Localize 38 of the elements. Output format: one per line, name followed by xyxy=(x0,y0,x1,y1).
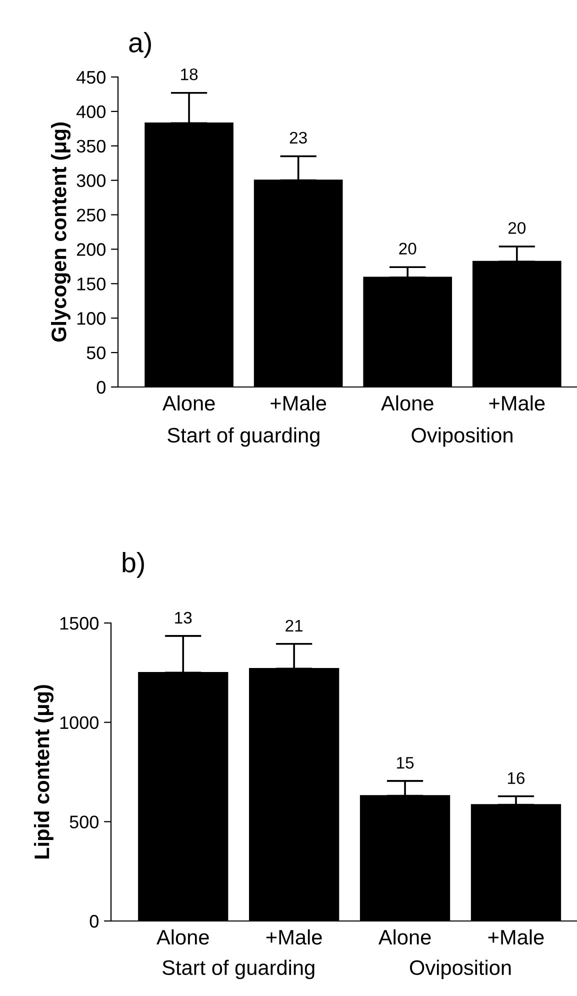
x-tick-label: +Male xyxy=(270,395,326,411)
annotation: 20 xyxy=(508,222,526,234)
text: Oviposition xyxy=(410,960,511,980)
text: Oviposition xyxy=(412,427,512,447)
x-tick-label: +Male xyxy=(266,929,322,945)
y-tick-label: 150 xyxy=(77,278,106,290)
x-tick-label: Alone xyxy=(156,929,209,945)
y-tick-label: 50 xyxy=(86,346,106,360)
y-tick-label: 1000 xyxy=(60,716,98,730)
y-tick-label: 300 xyxy=(76,174,106,188)
y-axis-title: Lipid content (μg) xyxy=(34,685,54,859)
x-tick-label: +Male xyxy=(489,395,545,411)
x-tick-label: Alone xyxy=(378,929,431,945)
x-tick-label: +Male xyxy=(488,929,544,945)
y-tick-label: 350 xyxy=(76,140,106,153)
text: Start of guarding xyxy=(168,427,320,447)
annotation: 13 xyxy=(175,612,192,624)
text: Start of guarding xyxy=(162,960,314,980)
chart-title: a) xyxy=(129,32,151,58)
y-tick-label: 450 xyxy=(76,70,106,84)
annotation: 18 xyxy=(181,68,198,80)
y-tick-label: 0 xyxy=(90,914,98,928)
chart-title: b) xyxy=(122,552,144,578)
y-tick-label: 250 xyxy=(76,208,106,222)
annotation: 23 xyxy=(290,132,307,144)
annotation: 16 xyxy=(508,772,525,784)
y-tick-label: 200 xyxy=(76,243,106,256)
y-tick-label: 500 xyxy=(70,816,98,828)
annotation: 20 xyxy=(399,242,416,255)
y-tick-label: 100 xyxy=(77,312,106,325)
y-tick-label: 400 xyxy=(76,105,106,118)
y-axis-title: Glycogen content (μg) xyxy=(51,122,71,342)
x-tick-label: Alone xyxy=(381,395,434,411)
annotation: 15 xyxy=(397,757,414,769)
y-tick-label: 1500 xyxy=(60,616,98,630)
x-tick-label: Alone xyxy=(162,395,215,411)
y-tick-label: 0 xyxy=(96,380,106,394)
annotation: 21 xyxy=(286,620,303,632)
